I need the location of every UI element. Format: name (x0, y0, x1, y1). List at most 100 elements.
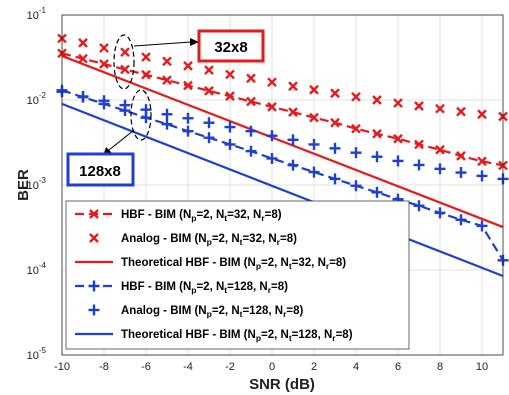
x-marker (120, 47, 130, 58)
legend-label: HBF - BIM (Np=2, Nt=32, Nr=8) (121, 209, 282, 223)
x-tick-label: 6 (395, 361, 401, 373)
x-marker (309, 112, 319, 123)
plus-marker (434, 207, 446, 219)
x-marker (456, 106, 466, 117)
plus-marker (308, 166, 320, 178)
annotation-32x8-box (197, 29, 265, 63)
y-ticks: 10-5 10-4 10-3 10-2 10-1 (27, 6, 47, 362)
x-tick-label: -8 (99, 361, 109, 373)
annotation-128x8-box (66, 152, 135, 187)
annotation-32x8-arrow (133, 41, 192, 47)
series-6 (61, 102, 504, 278)
x-marker (267, 77, 277, 88)
series-line (61, 54, 504, 229)
x-marker (141, 52, 151, 62)
series-2 (57, 33, 508, 122)
plus-marker (161, 118, 173, 130)
plus-marker (182, 112, 194, 124)
x-ticks: -10 -8 -6 -4 -2 0 2 4 6 8 10 (54, 361, 488, 373)
x-marker (246, 96, 256, 107)
plus-marker (308, 138, 320, 150)
plus-marker (287, 159, 299, 171)
legend-label: Analog - BIM (Np=2, Nt=32, Nr=8) (121, 233, 297, 247)
annotation-32x8-label: 32x8 (214, 39, 247, 56)
series-line (61, 52, 504, 167)
plus-marker (329, 173, 341, 185)
x-tick-label: -4 (183, 361, 193, 373)
plus-marker (455, 214, 467, 226)
legend-entries: HBF - BIM (Np=2, Nt=32, Nr=8) Analog - BI… (75, 209, 353, 343)
legend-label: Theoretical HBF - BIM (Np=2, Nt=32, Nr=8… (121, 257, 346, 271)
legend-label: Analog - BIM (Np=2, Nt=128, Nr=8) (121, 305, 304, 319)
plus-marker (371, 186, 383, 198)
series-line (61, 89, 504, 261)
x-marker (78, 38, 88, 48)
plus-marker (203, 117, 215, 129)
annotation-128x8-arrow (108, 129, 135, 151)
plus-marker (287, 134, 299, 146)
plus-marker (329, 142, 341, 154)
plus-marker (88, 280, 100, 292)
x-marker (141, 69, 151, 80)
x-marker (351, 91, 361, 102)
x-marker (309, 84, 319, 95)
y-tick-label: 10-2 (27, 91, 47, 107)
annotation-128x8-label: 128x8 (79, 163, 121, 180)
x-marker (204, 65, 214, 75)
x-tick-label: 10 (476, 361, 488, 373)
x-marker (435, 103, 445, 114)
x-tick-label: 2 (311, 361, 317, 373)
x-marker (414, 139, 424, 150)
annotation-128x8: 128x8 (66, 89, 152, 187)
plus-marker (434, 163, 446, 175)
annotation-128x8-ellipse (130, 89, 152, 141)
plot-frame (61, 14, 504, 356)
legend-entry: HBF - BIM (Np=2, Nt=128, Nr=8) (75, 280, 288, 295)
y-tick-label: 10-4 (27, 261, 47, 277)
x-marker (435, 144, 445, 155)
y-tick-label: 10-3 (27, 176, 47, 192)
x-tick-label: -2 (225, 361, 235, 373)
plus-marker (77, 90, 89, 102)
x-marker (89, 209, 99, 219)
plus-marker (476, 170, 488, 182)
plus-marker (455, 167, 467, 179)
plus-marker (350, 180, 362, 192)
plus-marker (350, 147, 362, 159)
x-marker (288, 107, 298, 117)
x-tick-label: 4 (353, 361, 359, 373)
y-axis-label: BER (15, 169, 32, 201)
legend-box (65, 200, 410, 350)
plus-marker (182, 125, 194, 137)
x-marker (414, 101, 424, 111)
grid (61, 14, 503, 356)
plus-marker (224, 138, 236, 150)
x-tick-label: 8 (437, 361, 443, 373)
x-marker (393, 98, 403, 108)
plus-marker (245, 125, 257, 137)
annotation-32x8: 32x8 (113, 29, 265, 90)
x-marker (120, 64, 130, 75)
x-axis-label: SNR (dB) (249, 376, 315, 393)
x-marker (477, 156, 487, 167)
x-marker (89, 233, 99, 243)
legend-entry: Analog - BIM (Np=2, Nt=128, Nr=8) (88, 304, 304, 319)
x-marker (456, 151, 466, 161)
legend-label: Theoretical HBF - BIM (Np=2, Nt=128, Nr=… (121, 329, 353, 343)
series-3 (61, 54, 504, 229)
plus-marker (119, 99, 131, 111)
x-marker (99, 59, 109, 69)
x-marker (330, 117, 340, 128)
annotation-32x8-arrowhead (190, 38, 199, 46)
x-marker (477, 109, 487, 120)
x-marker (351, 123, 361, 134)
plus-marker (476, 220, 488, 232)
x-tick-label: -6 (141, 361, 151, 373)
y-tick-label: 10-1 (27, 6, 47, 22)
x-marker (204, 86, 214, 96)
plus-marker (371, 151, 383, 163)
annotation-32x8-ellipse (113, 34, 135, 90)
plus-marker (161, 108, 173, 120)
x-marker (372, 95, 382, 105)
